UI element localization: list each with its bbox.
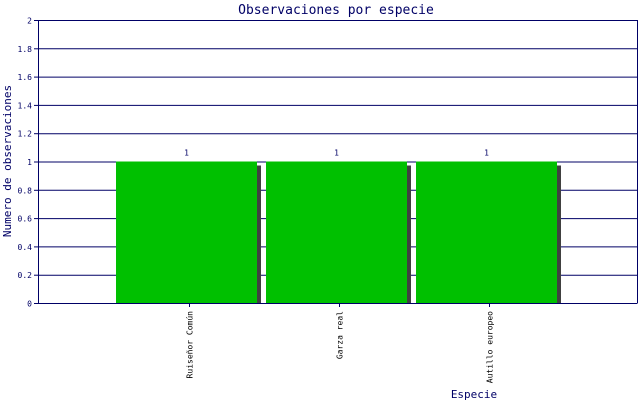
bar — [116, 161, 257, 303]
x-axis-label: Especie — [451, 388, 497, 400]
y-tick-label: 1.8 — [18, 45, 33, 54]
bar — [266, 161, 407, 303]
y-tick-label: 0.8 — [18, 186, 33, 195]
x-tick-label: Garza real — [336, 311, 345, 359]
y-tick-label: 2 — [27, 17, 32, 26]
data-label: 1 — [334, 149, 339, 158]
chart-title: Observaciones por especie — [238, 3, 434, 18]
axes — [34, 20, 638, 307]
data-label: 1 — [484, 149, 489, 158]
bar-shadow — [557, 165, 561, 303]
y-tick-label: 1.6 — [18, 73, 33, 82]
y-tick-label: 0.2 — [18, 271, 33, 280]
bar-shadow — [257, 165, 261, 303]
x-tick-label: Autillo europeo — [486, 311, 495, 383]
y-axis-label: Numero de observaciones — [1, 85, 14, 237]
y-tick-label: 0 — [27, 300, 32, 309]
x-tick-label: Ruiseñor Común — [186, 311, 195, 379]
y-tick-label: 0.4 — [18, 243, 33, 252]
y-tick-label: 0.6 — [18, 215, 33, 224]
y-tick-label: 1.4 — [18, 101, 33, 110]
bars — [116, 161, 561, 303]
y-tick-label: 1.2 — [18, 130, 33, 139]
bar-shadow — [407, 165, 411, 303]
y-tick-label: 1 — [27, 158, 32, 167]
labels: 0 0.2 0.4 0.6 0.8 1 1.2 1.4 1.6 1.8 2 1 Ruiseñor Com… — [18, 17, 495, 384]
data-label: 1 — [184, 149, 189, 158]
bar — [416, 161, 557, 303]
